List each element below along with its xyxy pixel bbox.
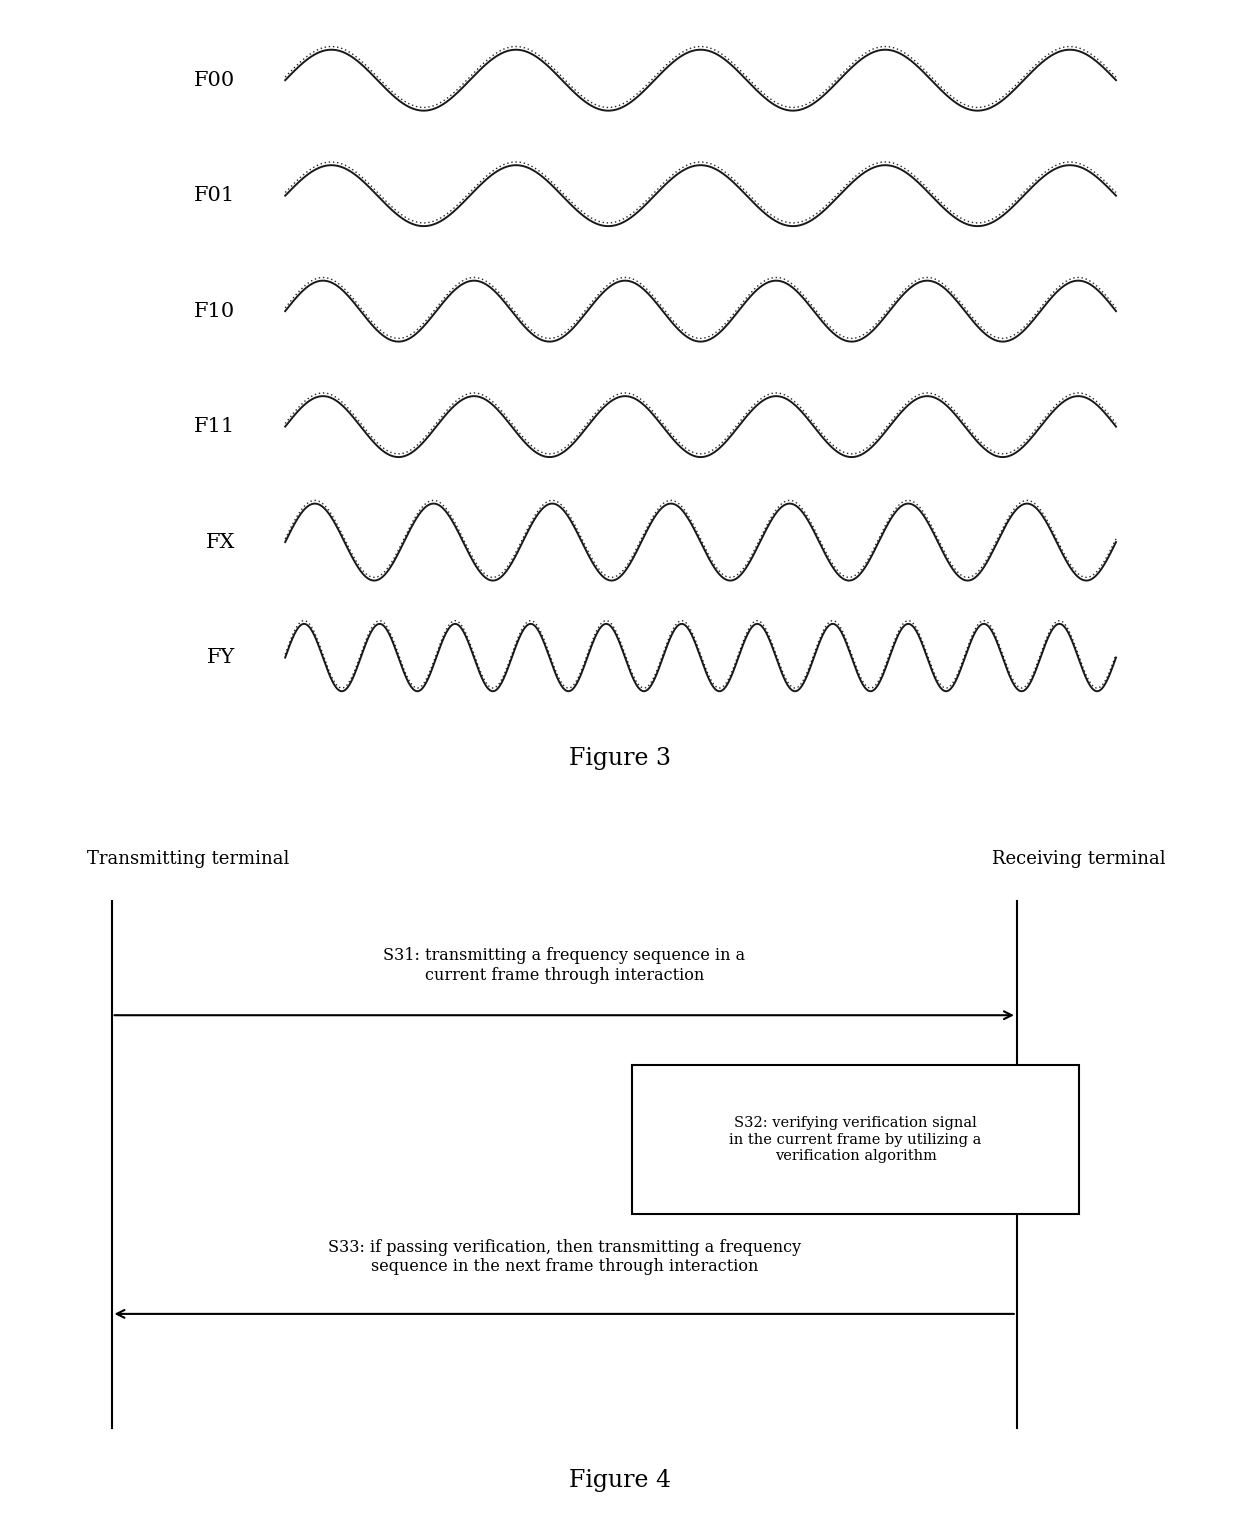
- Text: F01: F01: [195, 186, 236, 206]
- Text: F00: F00: [195, 71, 236, 89]
- Text: Receiving terminal: Receiving terminal: [992, 850, 1166, 868]
- Text: Transmitting terminal: Transmitting terminal: [87, 850, 289, 868]
- Text: S32: verifying verification signal
in the current frame by utilizing a
verificat: S32: verifying verification signal in th…: [729, 1117, 982, 1163]
- FancyBboxPatch shape: [632, 1065, 1079, 1215]
- Text: Figure 4: Figure 4: [569, 1469, 671, 1492]
- Text: Figure 3: Figure 3: [569, 747, 671, 770]
- Text: S33: if passing verification, then transmitting a frequency
sequence in the next: S33: if passing verification, then trans…: [327, 1239, 801, 1275]
- Text: S31: transmitting a frequency sequence in a
current frame through interaction: S31: transmitting a frequency sequence i…: [383, 947, 745, 983]
- Text: F10: F10: [195, 301, 236, 321]
- Text: FX: FX: [206, 533, 236, 552]
- Text: FY: FY: [207, 648, 236, 667]
- Text: F11: F11: [195, 418, 236, 436]
